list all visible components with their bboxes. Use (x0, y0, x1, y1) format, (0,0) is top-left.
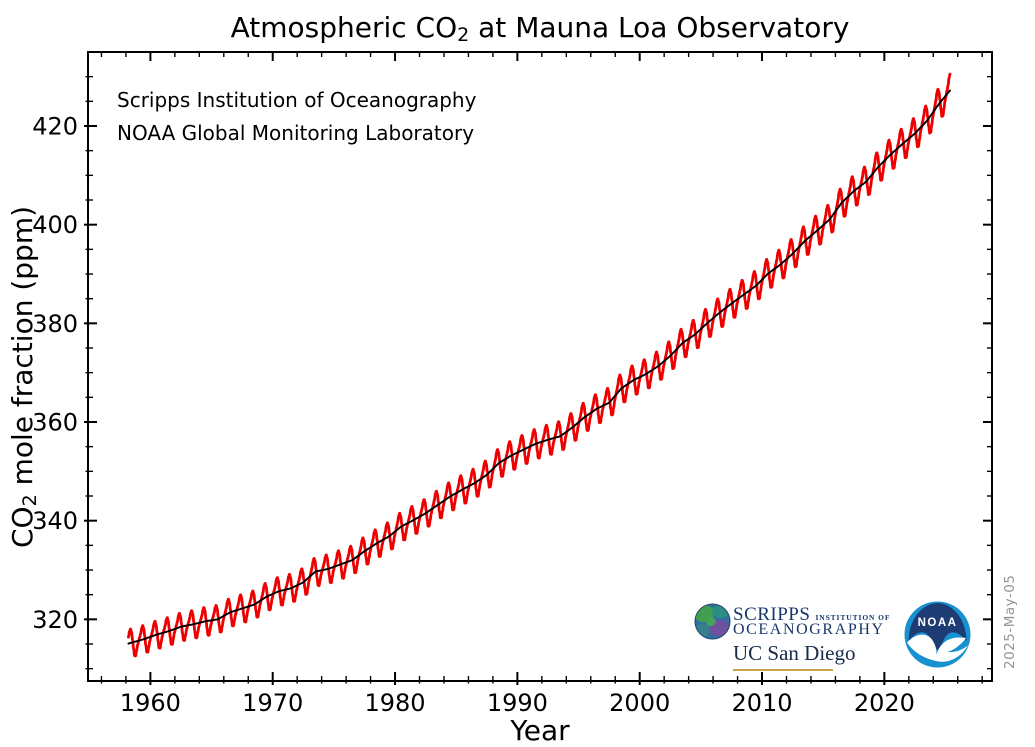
x-tick-label: 1960 (120, 689, 181, 717)
scripps-oceanography-wordmark: OCEANOGRAPHY (733, 621, 885, 638)
y-axis-label-subscript: 2 (19, 494, 42, 507)
y-axis-label: CO2 mole fraction (ppm) (6, 205, 42, 549)
x-tick-label: 2000 (609, 689, 670, 717)
chart-title-subscript: 2 (457, 24, 470, 47)
ucsd-gold-underline (733, 669, 833, 671)
noaa-logo-icon: NOAA (904, 601, 971, 668)
y-tick-label: 360 (32, 409, 78, 437)
y-tick-label: 320 (32, 606, 78, 634)
y-tick-label: 380 (32, 310, 78, 338)
annotation-line-2: NOAA Global Monitoring Laboratory (117, 121, 475, 145)
x-tick-label: 2020 (854, 689, 915, 717)
ucsd-wordmark: UC San Diego (733, 641, 856, 665)
noaa-emblem-top (908, 603, 967, 650)
x-tick-label: 1990 (487, 689, 548, 717)
co2-monthly-series (127, 72, 952, 658)
scripps-wordmark: SCRIPPS (733, 604, 811, 625)
chart-title-post: at Mauna Loa Observatory (469, 11, 850, 44)
y-axis-label-pre: CO (6, 506, 39, 549)
y-tick-label: 400 (32, 211, 78, 239)
source-annotation: Scripps Institution of Oceanography NOAA… (117, 84, 476, 150)
y-tick-label: 340 (32, 507, 78, 535)
scripps-globe-icon (694, 603, 731, 640)
scripps-institution-of: INSTITUTION OF (815, 613, 891, 622)
y-axis-label-post: mole fraction (ppm) (6, 205, 39, 495)
x-axis-label: Year (510, 714, 570, 747)
x-tick-label: 2010 (731, 689, 792, 717)
y-tick-label: 420 (32, 113, 78, 141)
chart-title: Atmospheric CO2 at Mauna Loa Observatory (88, 11, 992, 47)
chart-title-pre: Atmospheric CO (230, 11, 458, 44)
plot-border (87, 51, 993, 682)
annotation-line-1: Scripps Institution of Oceanography (117, 88, 477, 112)
x-tick-label: 1980 (365, 689, 426, 717)
scripps-wordmark-row: SCRIPPS INSTITUTION OF (733, 604, 890, 626)
x-tick-label: 1970 (242, 689, 303, 717)
date-stamp: 2025-May-05 (1002, 574, 1018, 669)
noaa-label: NOAA (918, 617, 958, 629)
noaa-gull-icon (907, 634, 968, 662)
co2-trend-series (127, 89, 951, 645)
